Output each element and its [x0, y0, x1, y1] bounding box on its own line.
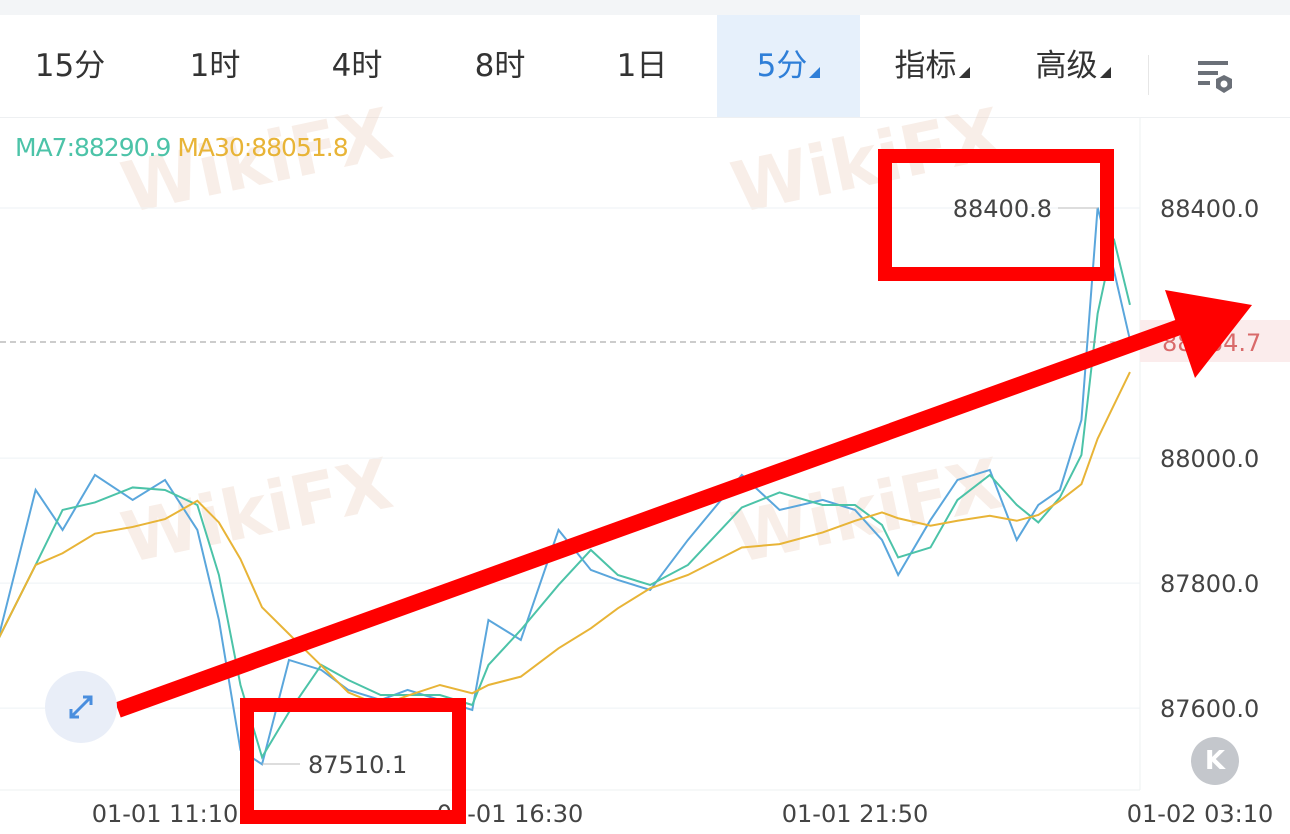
y-tick-label: 88000.0 — [1160, 445, 1259, 473]
max-price-label: 88400.8 — [953, 195, 1052, 223]
indicators-label: 指标 — [894, 48, 957, 84]
x-tick-label: 01-01 11:10 — [92, 800, 239, 828]
annotation-box-low — [240, 698, 466, 824]
dropdown-triangle-icon — [958, 67, 970, 78]
ma7-value: MA7:88290.9 — [15, 133, 171, 162]
x-tick-label: 01-01 21:50 — [782, 800, 929, 828]
y-tick-label: 87600.0 — [1160, 695, 1259, 723]
dropdown-triangle-icon — [1099, 67, 1111, 78]
indicators-dropdown[interactable]: 指标 — [862, 15, 1002, 117]
tab-5min-dropdown[interactable]: 5分 — [717, 15, 860, 117]
top-strip — [0, 0, 1290, 15]
tab-1d[interactable]: 1日 — [616, 48, 668, 84]
tab-5min-label: 5分 — [756, 48, 808, 84]
tab-4h[interactable]: 4时 — [331, 48, 383, 84]
min-price-label: 87510.1 — [308, 751, 407, 779]
ma7-line — [0, 238, 1131, 760]
tab-8h[interactable]: 8时 — [474, 48, 526, 84]
y-tick-label: 87800.0 — [1160, 570, 1259, 598]
tab-1h[interactable]: 1时 — [189, 48, 241, 84]
period-toolbar: 15分 1时 4时 8时 1日 5分 指标 高级 — [0, 15, 1290, 118]
ma30-line — [0, 371, 1131, 707]
annotation-arrow-head — [1165, 290, 1252, 378]
expand-icon[interactable] — [45, 671, 117, 743]
ma-legend: MA7:88290.9 MA30:88051.8 — [15, 133, 349, 162]
annotation-arrow-shaft — [115, 317, 1188, 718]
chart-settings-icon[interactable] — [1190, 53, 1240, 103]
price-line — [0, 207, 1131, 766]
x-tick-label: 01-02 03:10 — [1127, 800, 1274, 828]
annotation-box-high — [878, 149, 1114, 281]
y-tick-label: 88400.0 — [1160, 195, 1259, 223]
tab-15min[interactable]: 15分 — [34, 48, 106, 84]
scroll-to-latest-button[interactable]: K — [1191, 737, 1239, 785]
ma30-value: MA30:88051.8 — [177, 133, 348, 162]
dropdown-triangle-icon — [809, 67, 821, 78]
advanced-dropdown[interactable]: 高级 — [1003, 15, 1143, 117]
advanced-label: 高级 — [1035, 48, 1098, 84]
toolbar-divider — [1148, 55, 1149, 95]
